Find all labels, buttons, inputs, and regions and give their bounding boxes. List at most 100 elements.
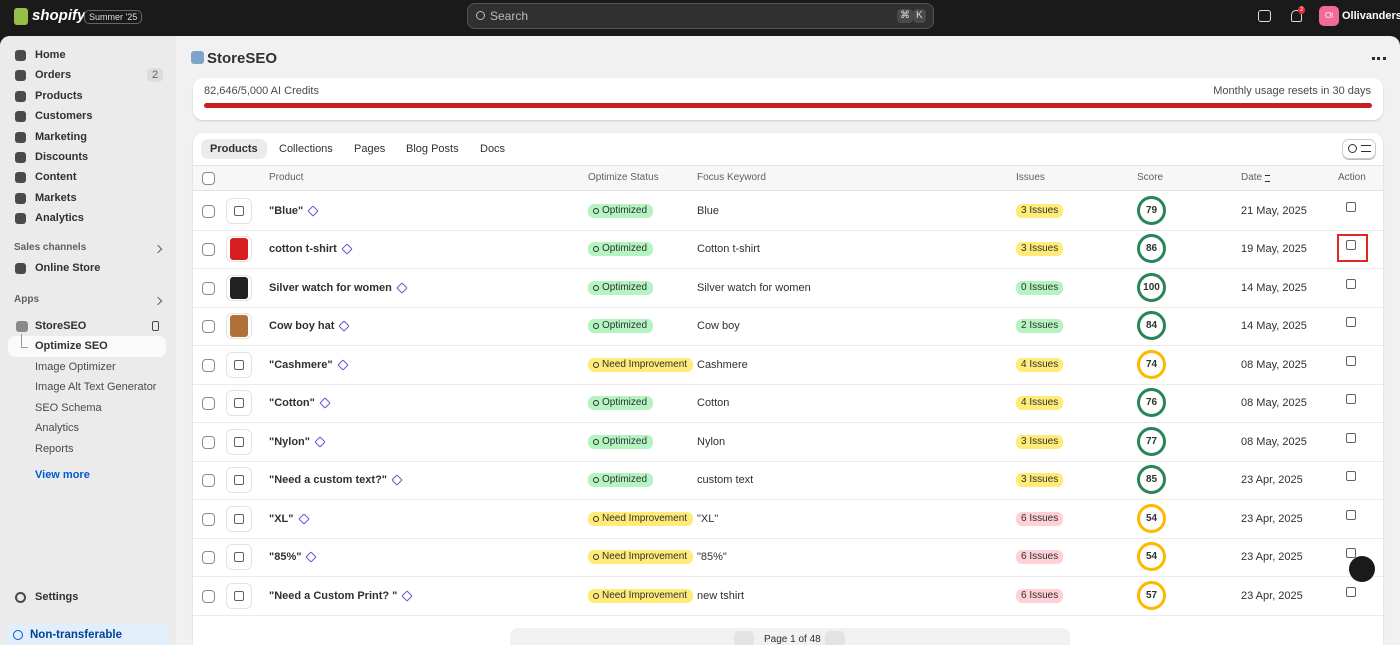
nav-icon bbox=[15, 152, 26, 163]
score-ring bbox=[1137, 272, 1166, 302]
thumbnail-frame bbox=[226, 467, 252, 493]
checkbox[interactable] bbox=[202, 589, 215, 603]
edit-action[interactable] bbox=[1346, 548, 1356, 558]
checkbox[interactable] bbox=[202, 512, 215, 526]
footer-label[interactable]: Non-transferable bbox=[30, 629, 123, 641]
app-sub-item[interactable]: SEO Schema bbox=[35, 401, 102, 414]
nav-icon bbox=[15, 50, 26, 61]
settings[interactable]: Settings bbox=[35, 591, 79, 603]
info-icon bbox=[13, 630, 23, 640]
search-box[interactable] bbox=[467, 3, 934, 29]
product-name[interactable]: "Cotton" bbox=[269, 397, 315, 409]
edit-action[interactable] bbox=[1346, 355, 1356, 366]
checkbox[interactable] bbox=[202, 172, 215, 185]
image-placeholder bbox=[234, 205, 244, 216]
next-page[interactable] bbox=[825, 631, 845, 645]
product-name[interactable]: "Need a custom text?" bbox=[269, 474, 388, 486]
nav-item[interactable]: Marketing bbox=[35, 130, 87, 143]
nav-item[interactable]: Customers bbox=[35, 110, 93, 123]
nav-item[interactable]: Products bbox=[35, 89, 83, 102]
product-name[interactable]: Cow boy hat bbox=[269, 320, 335, 332]
app-name[interactable]: StoreSEO bbox=[35, 320, 87, 332]
sort-icon bbox=[1265, 175, 1270, 182]
view-more[interactable]: View more bbox=[35, 469, 90, 481]
product-name[interactable]: Silver watch for women bbox=[269, 281, 392, 294]
score-value: 85 bbox=[1145, 474, 1158, 485]
tab[interactable]: Blog Posts bbox=[406, 143, 459, 155]
nav-item[interactable]: Home bbox=[35, 49, 66, 61]
nav-item[interactable]: Orders bbox=[35, 69, 72, 82]
edit-action[interactable] bbox=[1346, 394, 1356, 404]
score-value: 54 bbox=[1145, 551, 1158, 562]
store-avatar[interactable]: Ol bbox=[1319, 6, 1339, 26]
nav-item[interactable]: Markets bbox=[35, 191, 77, 204]
date: 08 May, 2025 bbox=[1241, 358, 1307, 371]
product-name[interactable]: "Blue" bbox=[269, 204, 304, 217]
focus-keyword: Cow boy bbox=[697, 320, 740, 332]
thumbnail-frame bbox=[226, 197, 252, 224]
store-name[interactable]: Ollivanders bbox=[1342, 10, 1400, 22]
checkbox[interactable] bbox=[202, 281, 215, 295]
tree-line bbox=[21, 334, 28, 348]
product-name[interactable]: cotton t-shirt bbox=[269, 243, 337, 255]
checkbox[interactable] bbox=[202, 551, 215, 564]
focus-keyword: "XL" bbox=[697, 512, 719, 525]
search-icon bbox=[1348, 144, 1357, 153]
edit-action[interactable] bbox=[1346, 509, 1356, 520]
bell-icon[interactable] bbox=[1291, 10, 1302, 22]
section-title[interactable]: Apps bbox=[14, 294, 39, 305]
app-sub-item[interactable]: Reports bbox=[35, 443, 74, 455]
status-badge: Optimized bbox=[588, 434, 654, 449]
product-name[interactable]: "XL" bbox=[269, 512, 294, 525]
app-sub-item[interactable]: Image Alt Text Generator bbox=[35, 381, 157, 394]
date: 14 May, 2025 bbox=[1241, 320, 1307, 332]
chat-button[interactable] bbox=[1349, 556, 1375, 582]
status-badge: Optimized bbox=[588, 280, 654, 295]
edit-action[interactable] bbox=[1346, 471, 1356, 481]
tab[interactable]: Docs bbox=[480, 143, 506, 155]
app-sub-item[interactable]: Analytics bbox=[35, 422, 80, 435]
product-image bbox=[230, 276, 248, 299]
app-title-icon bbox=[191, 51, 204, 64]
checkbox[interactable] bbox=[202, 358, 215, 372]
logo-icon bbox=[14, 8, 28, 25]
app-sub-item[interactable]: Image Optimizer bbox=[35, 360, 116, 373]
checkbox[interactable] bbox=[202, 435, 215, 449]
edit-action[interactable] bbox=[1346, 278, 1356, 289]
checkbox[interactable] bbox=[202, 474, 215, 487]
edit-action[interactable] bbox=[1346, 432, 1356, 443]
nav-item[interactable]: Discounts bbox=[35, 151, 89, 163]
nav-item[interactable]: Content bbox=[35, 171, 77, 184]
status-badge: Need Improvement bbox=[588, 588, 694, 603]
inbox-icon[interactable] bbox=[1258, 10, 1271, 22]
checkbox[interactable] bbox=[202, 243, 215, 256]
date: 23 Apr, 2025 bbox=[1241, 589, 1303, 602]
search-filter-btn[interactable] bbox=[1342, 139, 1376, 159]
checkbox[interactable] bbox=[202, 320, 215, 333]
tab[interactable]: Collections bbox=[279, 143, 333, 155]
prev-page[interactable] bbox=[734, 631, 754, 645]
column-header[interactable]: Date bbox=[1241, 172, 1263, 183]
tab[interactable]: Pages bbox=[354, 143, 386, 155]
nav-icon bbox=[15, 70, 26, 82]
product-name[interactable]: "85%" bbox=[269, 551, 302, 563]
row-divider bbox=[193, 268, 1383, 269]
product-name[interactable]: "Nylon" bbox=[269, 435, 310, 448]
checkbox[interactable] bbox=[202, 204, 215, 218]
section-title[interactable]: Sales channels bbox=[14, 242, 87, 253]
edit-action[interactable] bbox=[1346, 201, 1356, 212]
edit-action[interactable] bbox=[1346, 586, 1356, 597]
edit-action[interactable] bbox=[1346, 240, 1356, 250]
nav-item[interactable]: Analytics bbox=[35, 212, 84, 225]
thumbnail-frame bbox=[226, 351, 252, 378]
app-sub-item[interactable]: Optimize SEO bbox=[35, 340, 108, 352]
status-badge: Need Improvement bbox=[588, 357, 694, 372]
edit-action[interactable] bbox=[1346, 317, 1356, 327]
nav-item[interactable]: Online Store bbox=[35, 262, 101, 274]
product-name[interactable]: "Need a Custom Print? " bbox=[269, 589, 398, 602]
tab[interactable]: Products bbox=[201, 139, 267, 159]
product-name[interactable]: "Cashmere" bbox=[269, 358, 333, 371]
checkbox[interactable] bbox=[202, 397, 215, 410]
credits-card bbox=[193, 78, 1383, 120]
search-placeholder: Search bbox=[490, 9, 529, 23]
